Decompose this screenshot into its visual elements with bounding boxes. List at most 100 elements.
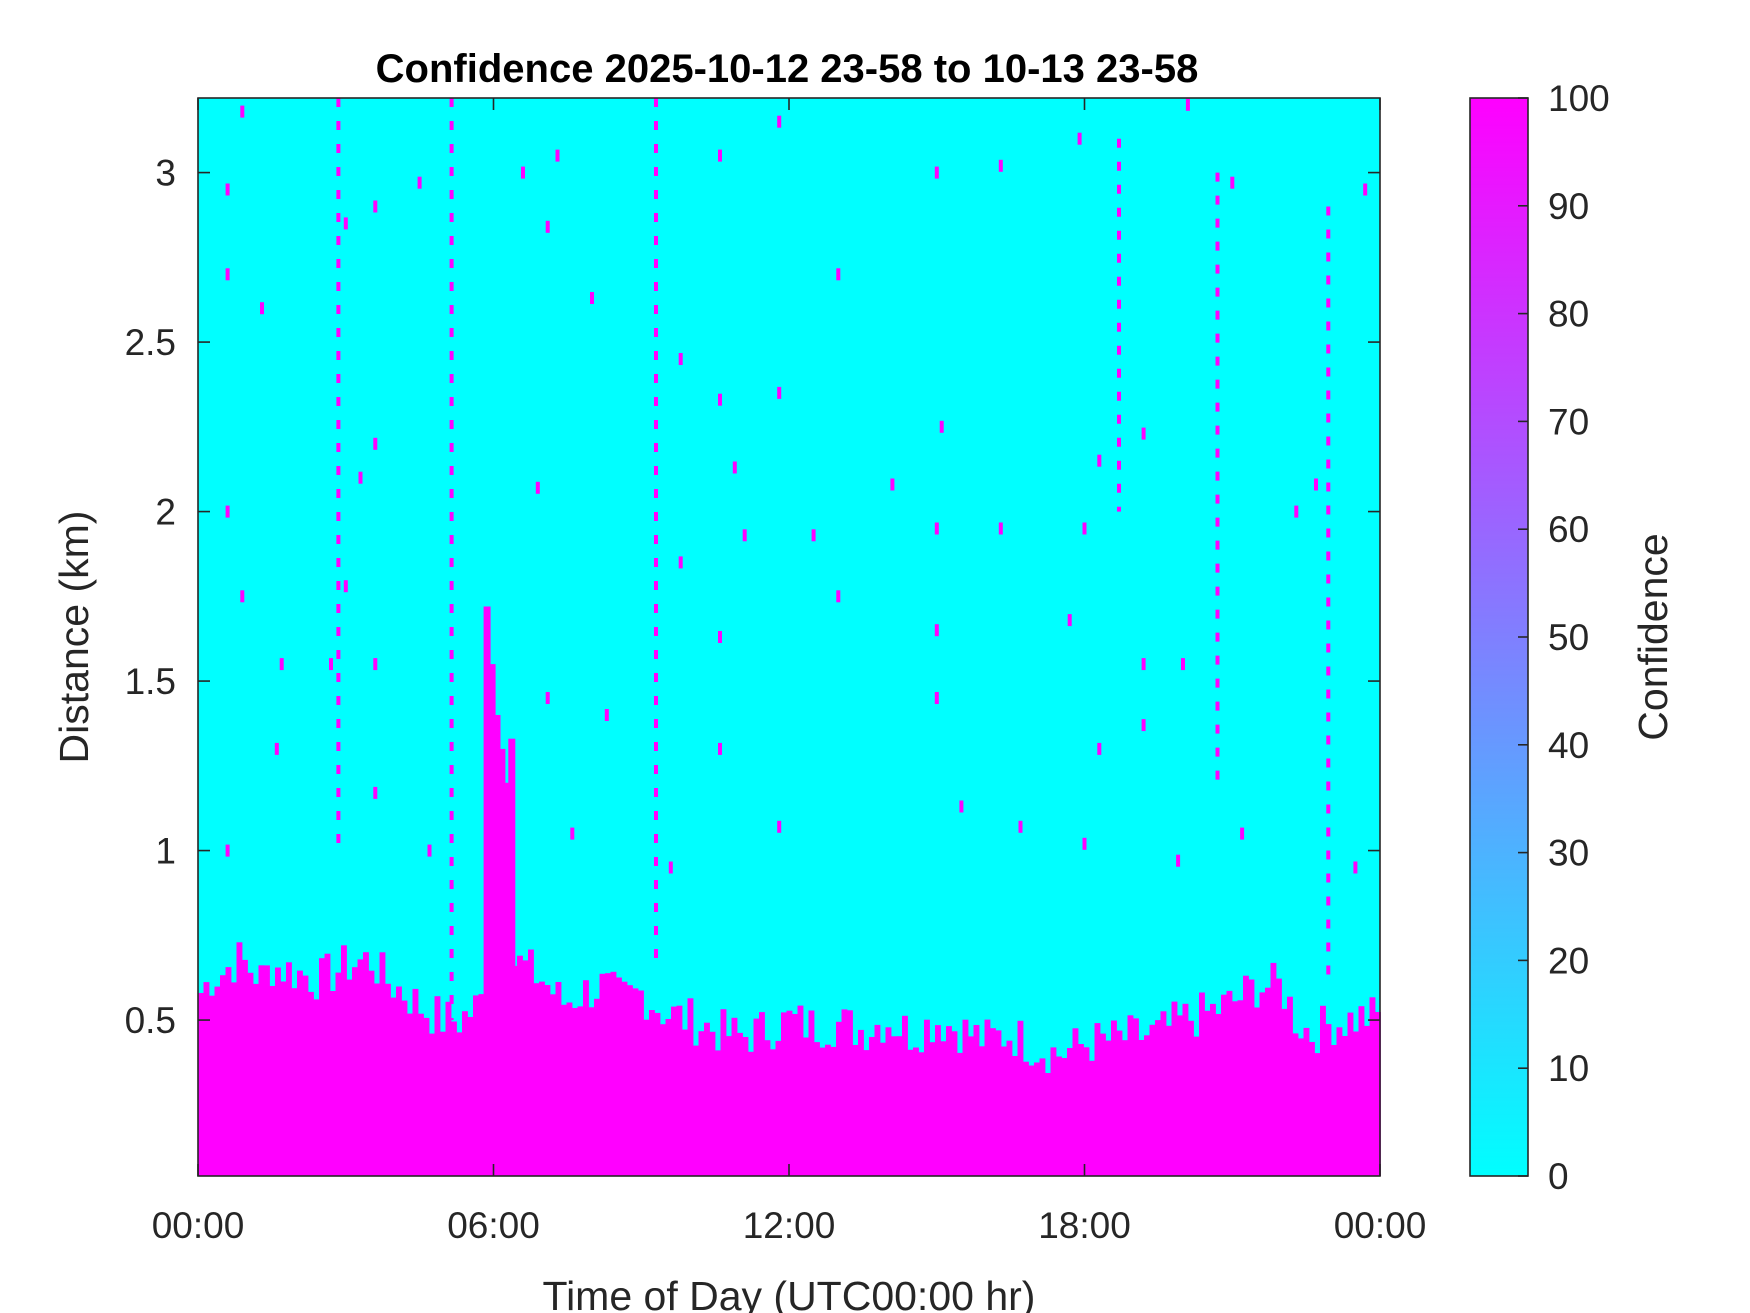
boundary-layer-column	[434, 996, 441, 1176]
boundary-layer-column	[341, 945, 347, 1176]
boundary-layer-column	[1364, 1025, 1370, 1176]
scatter-point	[329, 658, 333, 671]
boundary-layer-column	[957, 1052, 963, 1176]
colorbar-tick-label: 0	[1548, 1156, 1569, 1197]
boundary-layer-column	[1292, 1033, 1299, 1176]
scatter-point	[225, 505, 230, 518]
boundary-layer-column	[726, 1036, 732, 1176]
boundary-layer-column	[550, 994, 556, 1176]
scatter-point	[1294, 505, 1299, 518]
scatter-point	[1240, 827, 1245, 840]
boundary-layer-column	[583, 980, 589, 1176]
boundary-layer-column	[1012, 1056, 1018, 1176]
boundary-layer-column	[1127, 1015, 1134, 1176]
boundary-layer-column	[1375, 1012, 1381, 1176]
boundary-layer-column	[748, 1051, 754, 1176]
boundary-layer-column	[346, 979, 353, 1176]
boundary-layer-column	[258, 965, 265, 1176]
boundary-layer-column	[445, 1001, 452, 1176]
boundary-layer-column	[566, 1002, 573, 1176]
colorbar-tick-label: 90	[1548, 186, 1589, 227]
scatter-point	[718, 393, 722, 406]
colorbar-tick-label: 60	[1548, 509, 1589, 550]
boundary-layer-column	[874, 1024, 881, 1176]
boundary-layer-column	[1303, 1027, 1310, 1176]
scatter-point	[555, 149, 560, 162]
boundary-layer-column	[412, 988, 419, 1176]
boundary-layer-column	[1067, 1048, 1073, 1176]
boundary-layer-column	[1347, 1012, 1354, 1176]
x-axis: 00:00 06:00 12:00 18:00 00:00	[152, 98, 1426, 1246]
boundary-layer-column	[1166, 1025, 1172, 1176]
scatter-point	[934, 166, 939, 179]
boundary-layer-column	[1017, 1020, 1024, 1176]
scatter-point	[732, 461, 737, 474]
colorbar-tick-label: 40	[1548, 725, 1589, 766]
boundary-layer-column	[577, 1006, 584, 1176]
boundary-layer-column	[1182, 1003, 1189, 1176]
boundary-layer-column	[517, 955, 523, 1176]
scatter-point	[1314, 478, 1318, 491]
boundary-layer-column	[770, 1049, 776, 1176]
boundary-layer-column	[605, 973, 611, 1176]
boundary-layer-column	[918, 1052, 925, 1176]
y-tick-label: 1	[155, 831, 176, 872]
boundary-layer-column	[830, 1046, 837, 1176]
boundary-layer-column	[797, 1005, 804, 1176]
boundary-layer-column	[720, 1009, 727, 1176]
boundary-layer-column	[1232, 1001, 1238, 1176]
scatter-point	[836, 590, 841, 603]
chart-title: Confidence 2025-10-12 23-58 to 10-13 23-…	[376, 47, 1199, 91]
boundary-layer-column	[891, 1036, 897, 1176]
boundary-layer-column	[1237, 1000, 1244, 1176]
boundary-layer-column	[1039, 1058, 1046, 1176]
boundary-layer-column	[902, 1015, 908, 1176]
boundary-layer-column	[1243, 975, 1249, 1176]
scatter-point	[1141, 658, 1146, 671]
scatter-point	[604, 709, 609, 721]
scatter-point	[240, 590, 245, 603]
boundary-layer-column	[379, 952, 386, 1176]
scatter-point	[274, 742, 279, 755]
boundary-layer-column	[1083, 1047, 1090, 1176]
boundary-layer-column	[478, 994, 485, 1176]
boundary-layer-column	[610, 971, 617, 1176]
boundary-layer-column	[753, 1018, 760, 1176]
colorbar-tick-label: 30	[1548, 833, 1589, 874]
scatter-point	[373, 200, 378, 213]
colorbar-tick-label: 10	[1548, 1048, 1589, 1089]
boundary-layer-column	[407, 1013, 413, 1176]
boundary-layer-column	[1001, 1046, 1007, 1176]
boundary-layer-column	[269, 986, 276, 1176]
scatter-point	[777, 820, 782, 833]
boundary-layer-column	[544, 985, 551, 1176]
boundary-layer-column	[638, 990, 644, 1176]
scatter-point	[260, 302, 264, 315]
boundary-layer-column	[676, 1005, 683, 1176]
boundary-layer-column	[836, 1021, 842, 1176]
plume-column	[483, 606, 491, 1176]
boundary-layer-column	[231, 982, 237, 1176]
heatmap-cells	[198, 98, 1381, 1176]
boundary-layer-column	[1160, 1011, 1167, 1176]
boundary-layer-column	[1061, 1058, 1068, 1176]
scatter-point	[678, 353, 683, 365]
boundary-layer-column	[731, 1017, 738, 1176]
boundary-layer-column	[709, 1031, 716, 1176]
boundary-layer-column	[1259, 992, 1266, 1176]
scatter-point	[545, 692, 550, 704]
boundary-layer-column	[198, 993, 204, 1176]
boundary-layer-column	[385, 983, 391, 1176]
scatter-point	[1176, 854, 1181, 867]
scatter-point	[1230, 176, 1235, 189]
boundary-layer-column	[528, 949, 534, 1176]
boundary-layer-column	[649, 1010, 655, 1176]
boundary-layer-column	[973, 1025, 980, 1176]
boundary-layer-column	[539, 981, 545, 1176]
scatter-point	[590, 292, 594, 304]
boundary-layer-column	[390, 997, 397, 1176]
boundary-layer-column	[968, 1036, 974, 1176]
boundary-layer-column	[979, 1046, 985, 1176]
y-tick-label: 3	[155, 153, 176, 194]
y-axis-label: Distance (km)	[51, 511, 97, 764]
